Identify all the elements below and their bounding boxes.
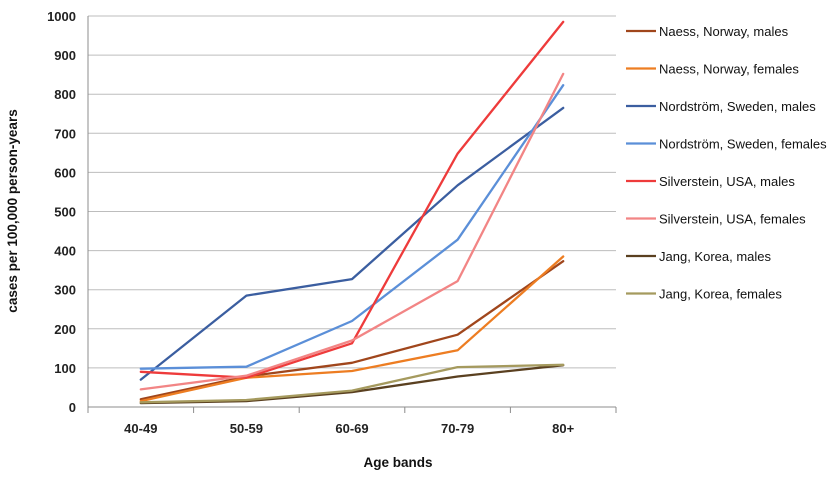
series-line-5 — [139, 20, 565, 379]
legend-label: Naess, Norway, females — [659, 62, 799, 77]
x-tick-label: 60-69 — [335, 421, 368, 436]
y-tick-label: 100 — [54, 361, 76, 376]
y-tick-label: 0 — [69, 400, 76, 415]
x-tick-label: 40-49 — [124, 421, 157, 436]
series-line-1 — [139, 260, 565, 401]
legend-label: Jang, Korea, males — [659, 249, 772, 264]
gridlines — [88, 15, 616, 369]
x-axis-label: Age bands — [363, 455, 432, 470]
series-line-2 — [139, 255, 565, 403]
y-tick-label: 600 — [54, 165, 76, 180]
y-tick-label: 300 — [54, 283, 76, 298]
x-tick-label: 50-59 — [230, 421, 263, 436]
x-tick-label: 70-79 — [441, 421, 474, 436]
y-tick-label: 800 — [54, 87, 76, 102]
series-line-8 — [139, 363, 565, 404]
y-axis-label: cases per 100,000 person-years — [5, 109, 20, 312]
y-tick-label: 900 — [54, 48, 76, 63]
legend-label: Silverstein, USA, females — [659, 212, 806, 227]
y-tick-label: 200 — [54, 322, 76, 337]
y-tick-label: 500 — [54, 205, 76, 220]
legend: Naess, Norway, males Naess, Norway, femal… — [626, 24, 827, 302]
series-line-6 — [139, 72, 565, 391]
series-lines — [139, 20, 565, 405]
legend-label: Silverstein, USA, males — [659, 174, 795, 189]
y-tick-label: 700 — [54, 126, 76, 141]
legend-label: Naess, Norway, males — [659, 24, 789, 39]
axes — [87, 16, 617, 413]
y-tick-labels: 0 100 200 300 400 500 600 700 800 900 1000 — [47, 9, 76, 415]
legend-label: Jang, Korea, females — [659, 287, 782, 302]
series-line-4 — [139, 84, 565, 370]
legend-label: Nordström, Sweden, males — [659, 99, 816, 114]
x-tick-label: 80+ — [552, 421, 574, 436]
series-line-3 — [139, 106, 565, 381]
y-tick-label: 1000 — [47, 9, 76, 24]
x-tick-labels: 40-49 50-59 60-69 70-79 80+ — [124, 421, 574, 436]
legend-label: Nordström, Sweden, females — [659, 137, 827, 152]
y-tick-label: 400 — [54, 244, 76, 259]
